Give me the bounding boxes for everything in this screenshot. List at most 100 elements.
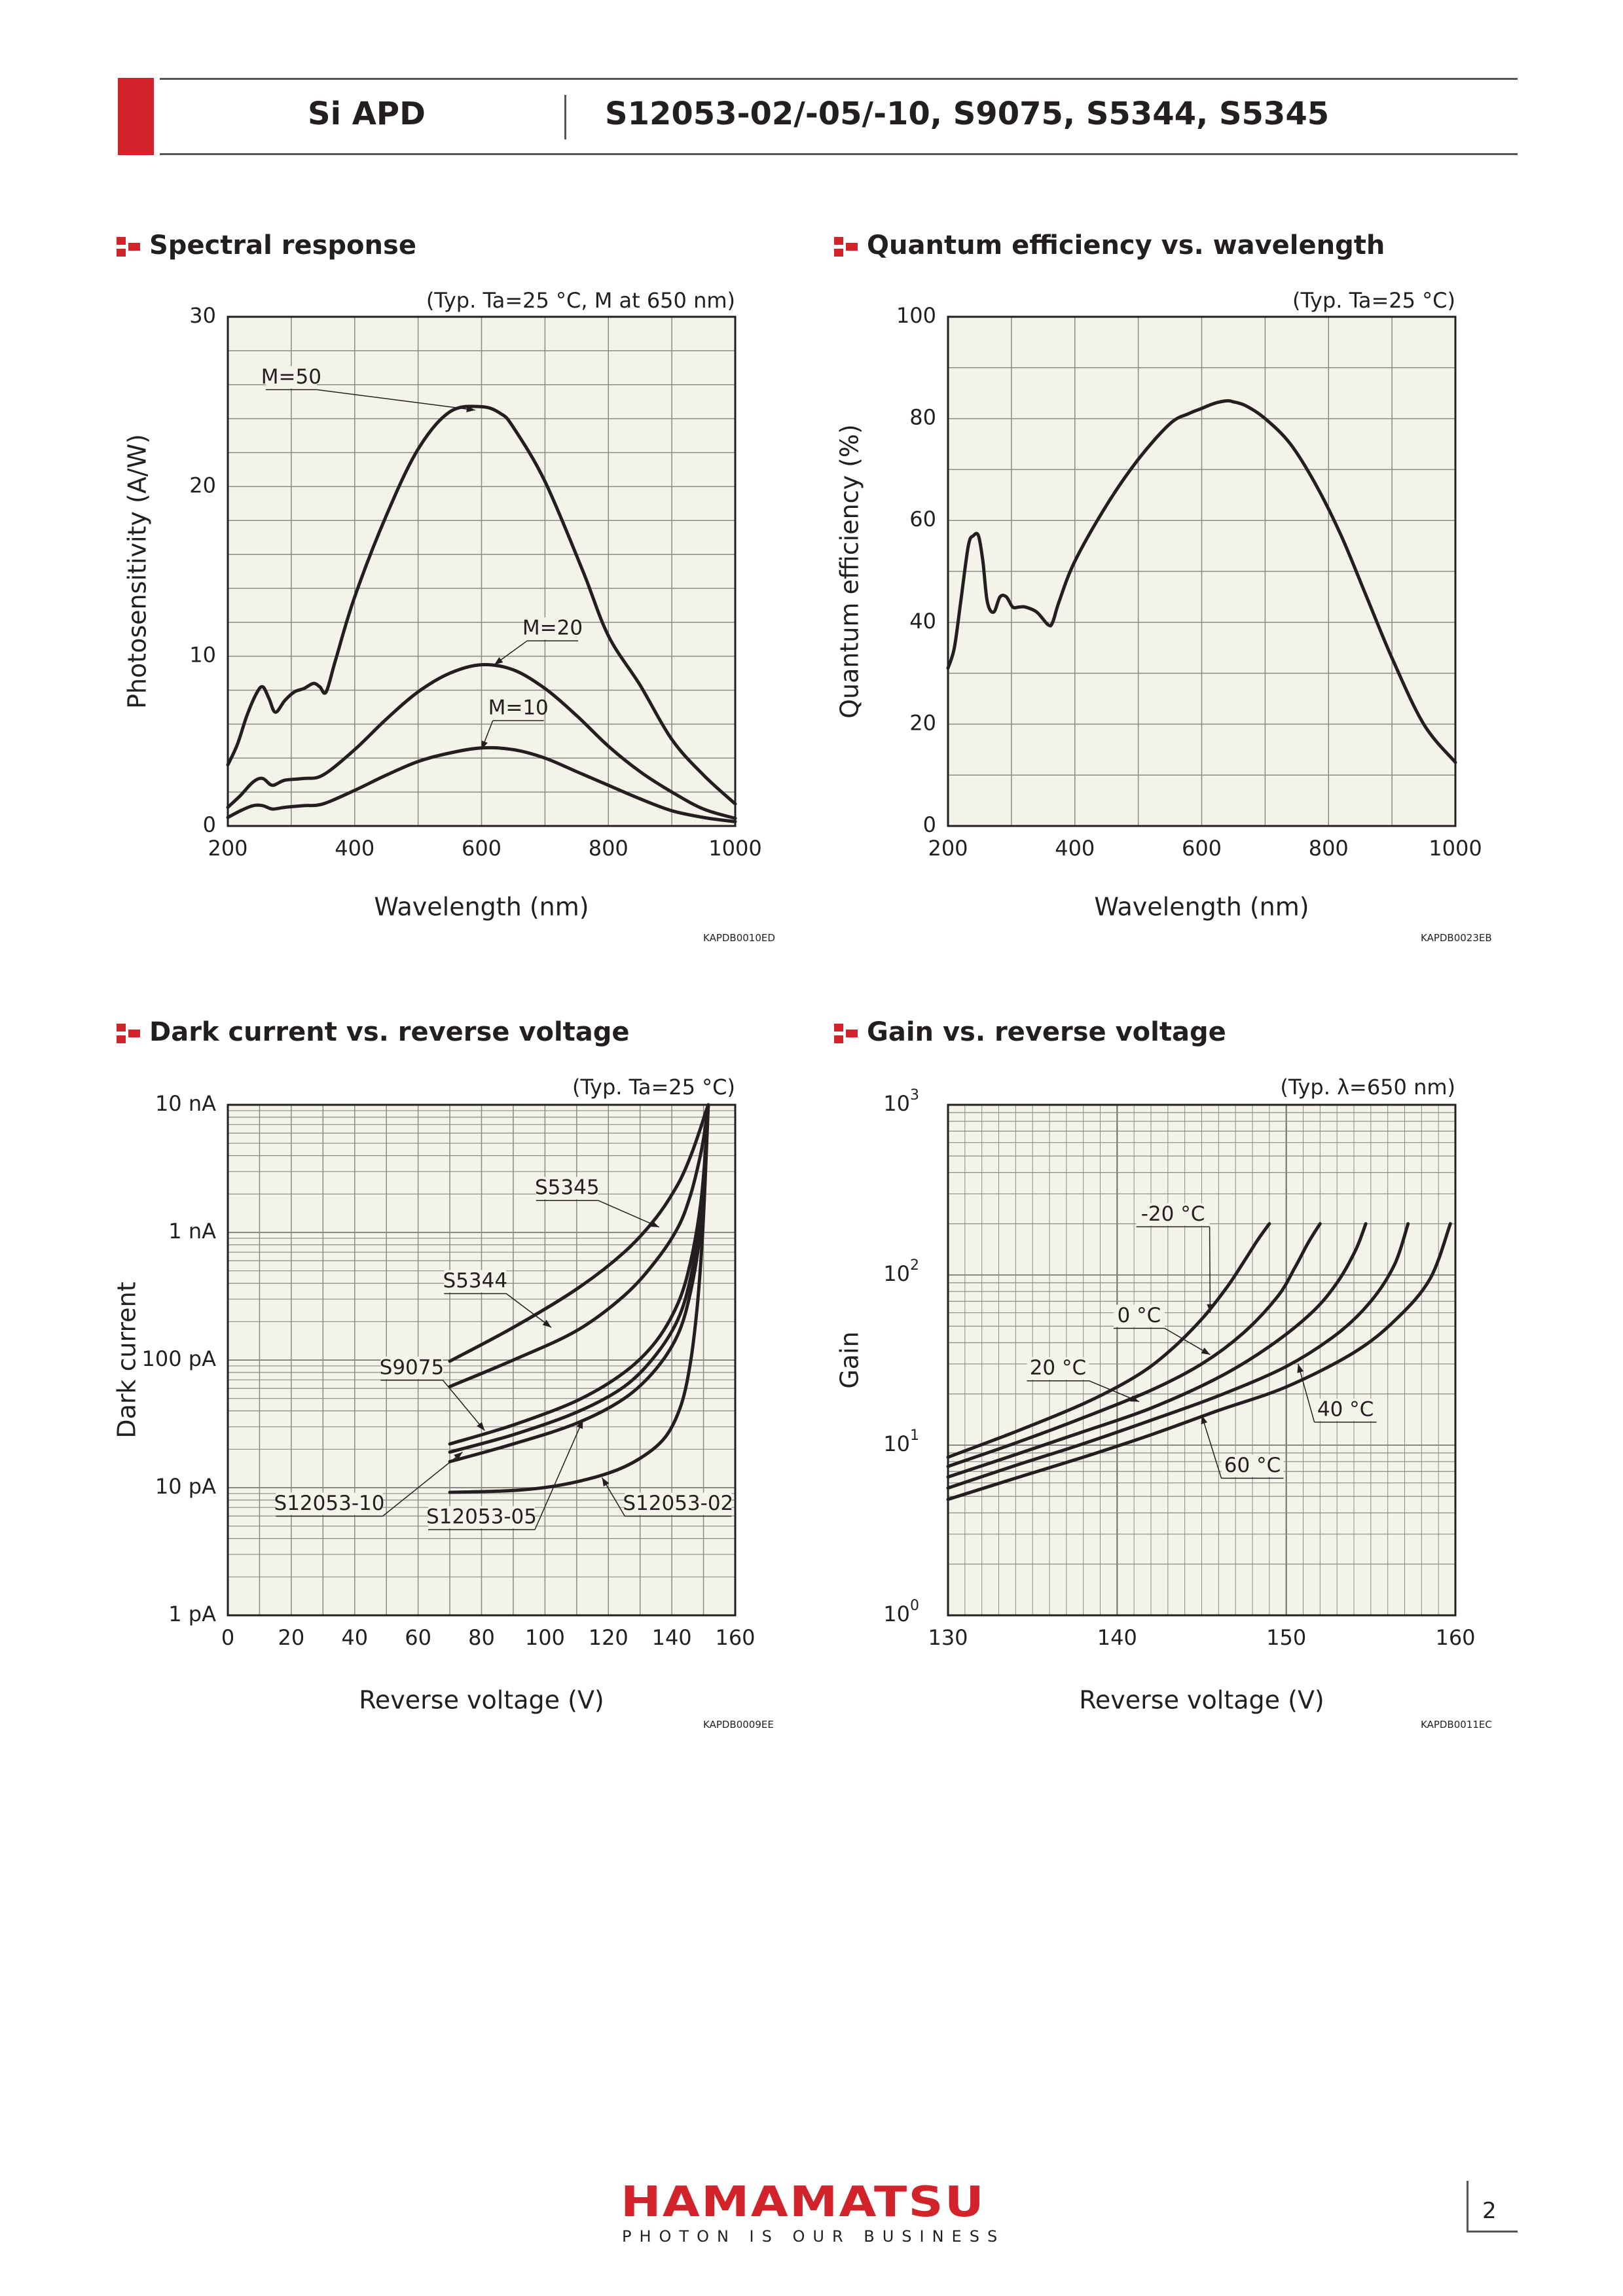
x-tick-label: 140 [1097,1625,1137,1650]
y-tick-label: 20 [189,473,216,497]
y-tick-label: 0 [203,812,216,837]
x-axis-title: Wavelength (nm) [374,893,589,922]
annotation-leader [1164,1327,1211,1355]
annotation-label-bg [625,1492,732,1515]
annotation-label-bg [265,366,317,389]
annotation-arrowhead [576,1420,583,1429]
annotation-arrowhead [1129,1395,1139,1402]
annotation-arrowhead [542,1319,552,1328]
company-logo: HAMAMATSU [621,2178,985,2227]
annotation-leader [1089,1380,1140,1403]
y-tick-label: 100 [883,1598,919,1626]
plot-frame [947,1103,1457,1617]
figure-code-qe: KAPDB0023EB [1421,932,1492,944]
chart-group-spectral: 200 400 600 800 1000 0 10 20 30 Wavelength (nm) Ph… [123,288,762,922]
x-tick-label: 200 [208,836,247,861]
section-bullet-icon [834,1024,858,1043]
x-tick-label: 100 [525,1625,565,1650]
annotation-label-bg [444,1270,507,1293]
annotation-arrowhead [1207,1304,1214,1313]
x-tick-label: 130 [928,1625,968,1650]
section-bullet-icon [834,237,858,257]
x-tick-label: 400 [1055,836,1095,861]
y-tick-label: 1 pA [168,1602,216,1626]
series-line-S5344 [448,1103,710,1388]
y-tick-label: 100 pA [142,1346,217,1371]
annotation-leader [598,1200,660,1228]
y-tick-label: 100 [896,303,936,328]
section-title-gain: Gain vs. reverse voltage [834,1017,1226,1047]
annotation-leader [1201,1414,1222,1479]
y-tick-label: 10 [189,643,216,668]
page-number-rule-v [1467,2181,1468,2232]
annotation-label: 0 °C [1118,1304,1161,1327]
x-tick-label: 150 [1266,1625,1306,1650]
annotation-label-bg [1314,1398,1377,1421]
series-line-20C [946,1222,1368,1479]
annotation-label-bg [492,697,544,720]
plot-frame [227,315,737,827]
page-number: 2 [1482,2198,1497,2224]
x-axis-title: Reverse voltage (V) [359,1686,604,1715]
annotation-label: -20 °C [1141,1202,1205,1226]
header-model-list: S12053-02/-05/-10, S9075, S5344, S5345 [605,96,1330,132]
annotation-label: S5345 [535,1176,600,1200]
y-tick-exponent: 3 [910,1087,919,1103]
y-tick-label: 40 [909,609,936,634]
y-axis-title: Quantum efficiency (%) [835,424,864,719]
chart-group-dark: 0 20 40 60 80 100 120 140 160 1 pA 10 pA 100 pA 1 nA… [113,1075,756,1715]
annotation-leader [1298,1363,1315,1423]
x-axis-title: Wavelength (nm) [1094,893,1309,922]
figure-code-dark: KAPDB0009EE [703,1719,774,1731]
y-tick-exponent: 1 [910,1427,919,1444]
series-line-M10 [226,745,737,823]
x-tick-label: 600 [1182,836,1222,861]
annotation-label: M=50 [261,365,321,389]
annotation-arrowhead [466,406,475,412]
header-red-block [118,78,154,155]
annotation-label: M=20 [522,617,583,640]
section-bullet-icon [117,1024,140,1043]
series-line-S5345 [448,1103,710,1363]
x-tick-label: 20 [278,1625,305,1650]
chart-condition-note: (Typ. Ta=25 °C) [1292,288,1455,313]
y-tick-label: 80 [909,405,936,430]
header-separator [564,95,566,139]
annotation-label-bg [276,1492,383,1515]
y-tick-label: 10 pA [155,1474,216,1499]
annotation-arrowhead [494,656,503,665]
y-tick-label: 60 [909,507,936,531]
annotation-arrowhead [481,740,488,750]
y-tick-exponent: 0 [910,1598,919,1614]
annotation-label-bg [1113,1304,1165,1327]
chart-condition-note: (Typ. λ=650 nm) [1280,1075,1455,1100]
x-tick-label: 200 [928,836,968,861]
y-tick-label: 0 [923,812,936,837]
annotation-label: 60 °C [1224,1454,1281,1477]
company-tagline: PHOTON IS OUR BUSINESS [622,2227,1006,2246]
plot-frame [947,315,1457,827]
annotation-label: S5344 [443,1269,508,1293]
y-axis-title: Dark current [113,1282,141,1438]
series-line--20C [946,1222,1271,1459]
annotation-label: S12053-05 [426,1505,537,1529]
header-top-rule [160,78,1518,80]
figure-code-spectral: KAPDB0010ED [703,932,775,944]
header-bottom-rule [160,153,1518,155]
y-tick-label: 101 [883,1427,919,1456]
annotation-leader [442,1380,485,1431]
annotation-label: S9075 [380,1355,445,1379]
annotation-label: 20 °C [1030,1356,1086,1380]
series-line-60C [946,1222,1452,1501]
x-tick-label: 160 [1435,1625,1475,1650]
x-tick-label: 80 [468,1625,495,1650]
annotation-label: S12053-02 [623,1492,733,1515]
y-tick-label: 30 [189,303,216,328]
y-tick-exponent: 2 [910,1257,919,1274]
annotation-leader [382,1452,463,1517]
x-tick-label: 1000 [1429,836,1482,861]
x-tick-label: 40 [341,1625,368,1650]
series-line-0C [946,1222,1322,1468]
plot-frame [227,1103,737,1617]
